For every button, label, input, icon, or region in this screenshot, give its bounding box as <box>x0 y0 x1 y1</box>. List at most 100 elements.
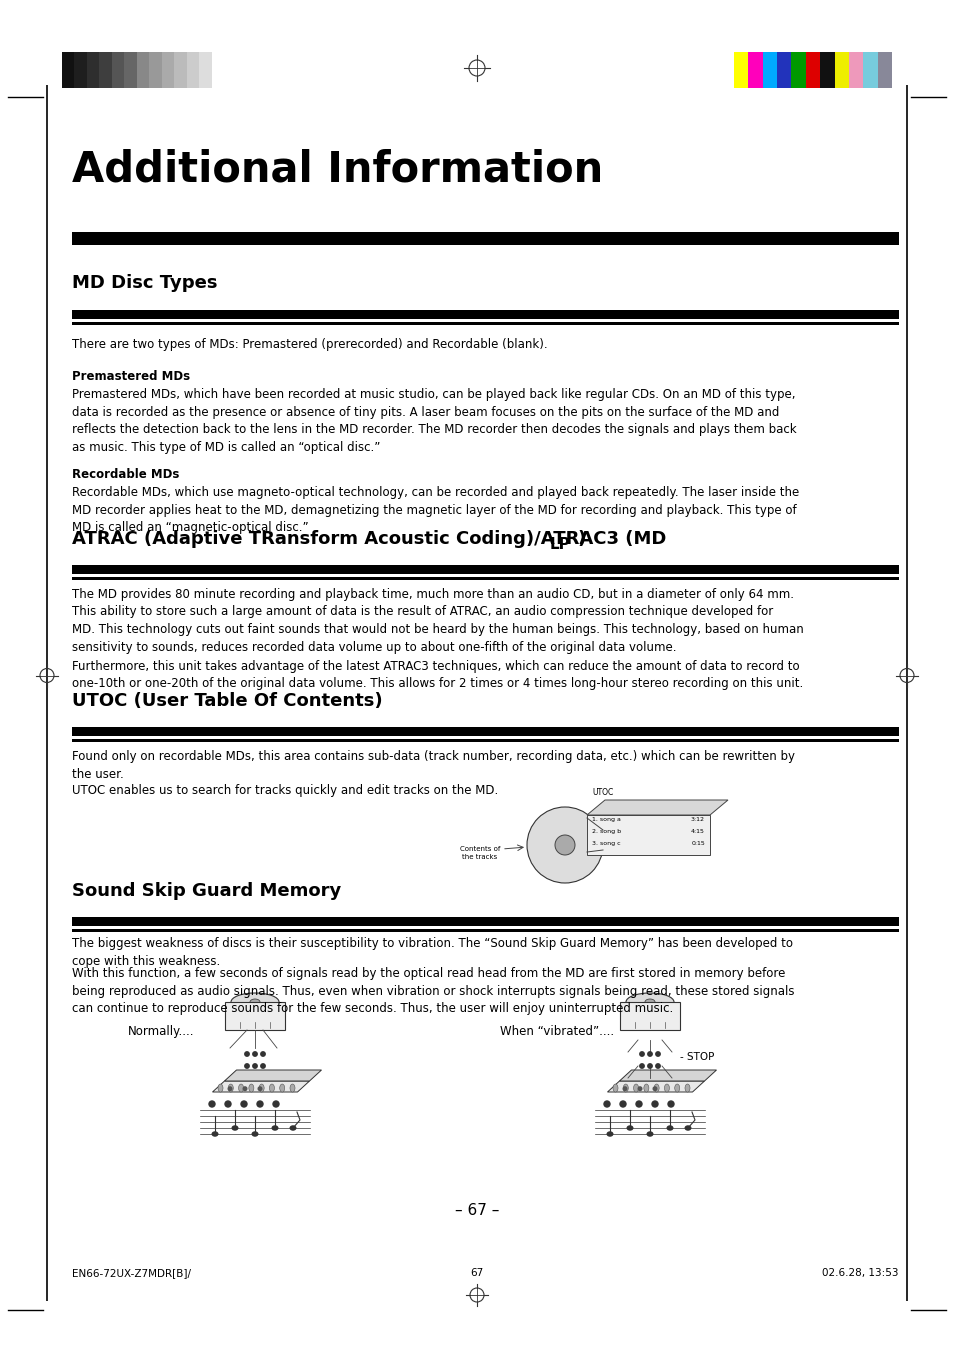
Bar <box>71 577 898 580</box>
Circle shape <box>622 1088 626 1090</box>
Circle shape <box>526 807 602 884</box>
Ellipse shape <box>272 1125 278 1131</box>
Ellipse shape <box>290 1084 294 1092</box>
Bar <box>71 917 898 925</box>
Bar <box>71 928 898 932</box>
Bar <box>149 51 161 88</box>
Circle shape <box>225 1101 231 1106</box>
Bar <box>74 51 87 88</box>
Ellipse shape <box>663 1084 669 1092</box>
Ellipse shape <box>249 1084 253 1092</box>
Text: UTOC (User Table Of Contents): UTOC (User Table Of Contents) <box>71 692 382 711</box>
Bar <box>62 51 74 88</box>
Ellipse shape <box>625 993 673 1011</box>
Circle shape <box>258 1088 261 1090</box>
Circle shape <box>655 1063 659 1069</box>
Circle shape <box>639 1063 643 1069</box>
Bar <box>87 51 99 88</box>
Bar <box>71 565 898 574</box>
Circle shape <box>653 1088 656 1090</box>
Bar <box>762 51 777 88</box>
Ellipse shape <box>218 1084 223 1092</box>
Text: The MD provides 80 minute recording and playback time, much more than an audio C: The MD provides 80 minute recording and … <box>71 588 803 654</box>
Ellipse shape <box>633 1084 638 1092</box>
Circle shape <box>555 835 575 855</box>
Bar <box>71 739 898 742</box>
Bar <box>71 727 898 736</box>
Ellipse shape <box>644 998 655 1005</box>
Ellipse shape <box>613 1084 618 1092</box>
Text: MD Disc Types: MD Disc Types <box>71 274 217 292</box>
Bar <box>805 51 820 88</box>
Circle shape <box>667 1101 673 1106</box>
Ellipse shape <box>606 1131 613 1136</box>
Bar <box>862 51 877 88</box>
Text: Recordable MDs, which use magneto-optical technology, can be recorded and played: Recordable MDs, which use magneto-optica… <box>71 486 799 534</box>
Bar <box>848 51 862 88</box>
Ellipse shape <box>643 1084 648 1092</box>
Circle shape <box>619 1101 625 1106</box>
Ellipse shape <box>269 1084 274 1092</box>
Ellipse shape <box>674 1084 679 1092</box>
Bar <box>71 309 898 319</box>
Text: 0:15: 0:15 <box>691 842 704 846</box>
Bar <box>71 232 898 245</box>
Circle shape <box>241 1101 247 1106</box>
Ellipse shape <box>666 1125 673 1131</box>
Text: 1. song a: 1. song a <box>592 817 620 821</box>
Circle shape <box>639 1052 643 1056</box>
Bar <box>820 51 834 88</box>
Bar <box>136 51 149 88</box>
Text: Premastered MDs: Premastered MDs <box>71 370 190 382</box>
Ellipse shape <box>654 1084 659 1092</box>
Circle shape <box>655 1052 659 1056</box>
Circle shape <box>603 1101 609 1106</box>
Circle shape <box>253 1063 257 1069</box>
Text: 3:12: 3:12 <box>690 817 704 821</box>
Text: - STOP: - STOP <box>679 1052 714 1062</box>
Text: Found only on recordable MDs, this area contains sub-data (track number, recordi: Found only on recordable MDs, this area … <box>71 750 794 781</box>
Bar <box>174 51 187 88</box>
Text: UTOC enables us to search for tracks quickly and edit tracks on the MD.: UTOC enables us to search for tracks qui… <box>71 784 497 797</box>
Text: UTOC: UTOC <box>592 788 613 797</box>
Text: When “vibrated”....: When “vibrated”.... <box>499 1025 614 1038</box>
Circle shape <box>638 1088 641 1090</box>
Bar <box>124 51 136 88</box>
Text: Furthermore, this unit takes advantage of the latest ATRAC3 techniques, which ca: Furthermore, this unit takes advantage o… <box>71 661 802 690</box>
Ellipse shape <box>228 1084 233 1092</box>
Text: Contents of
the tracks: Contents of the tracks <box>459 846 499 859</box>
Text: Additional Information: Additional Information <box>71 149 602 190</box>
Text: ): ) <box>578 530 585 549</box>
Ellipse shape <box>232 1125 238 1131</box>
Ellipse shape <box>259 1084 264 1092</box>
Circle shape <box>260 1052 265 1056</box>
Text: Premastered MDs, which have been recorded at music studio, can be played back li: Premastered MDs, which have been recorde… <box>71 388 796 454</box>
Polygon shape <box>618 1070 716 1081</box>
Text: – 67 –: – 67 – <box>455 1202 498 1219</box>
Circle shape <box>260 1063 265 1069</box>
Ellipse shape <box>212 1131 218 1136</box>
Bar <box>834 51 848 88</box>
Bar <box>791 51 805 88</box>
Ellipse shape <box>684 1125 691 1131</box>
Text: 67: 67 <box>470 1269 483 1278</box>
Ellipse shape <box>646 1131 653 1136</box>
Ellipse shape <box>626 1125 633 1131</box>
Text: The biggest weakness of discs is their susceptibility to vibration. The “Sound S: The biggest weakness of discs is their s… <box>71 938 792 967</box>
Bar <box>199 51 212 88</box>
Bar <box>747 51 762 88</box>
Ellipse shape <box>238 1084 243 1092</box>
Polygon shape <box>607 1081 703 1092</box>
Circle shape <box>245 1052 249 1056</box>
Bar <box>777 51 791 88</box>
Text: LP: LP <box>549 536 570 553</box>
Text: 2. song b: 2. song b <box>592 830 620 834</box>
Ellipse shape <box>231 993 278 1011</box>
Text: There are two types of MDs: Premastered (prerecorded) and Recordable (blank).: There are two types of MDs: Premastered … <box>71 338 547 351</box>
Circle shape <box>253 1052 257 1056</box>
Bar <box>225 1002 285 1029</box>
Circle shape <box>209 1101 214 1106</box>
Circle shape <box>228 1088 232 1090</box>
Ellipse shape <box>250 998 260 1005</box>
Ellipse shape <box>252 1131 258 1136</box>
